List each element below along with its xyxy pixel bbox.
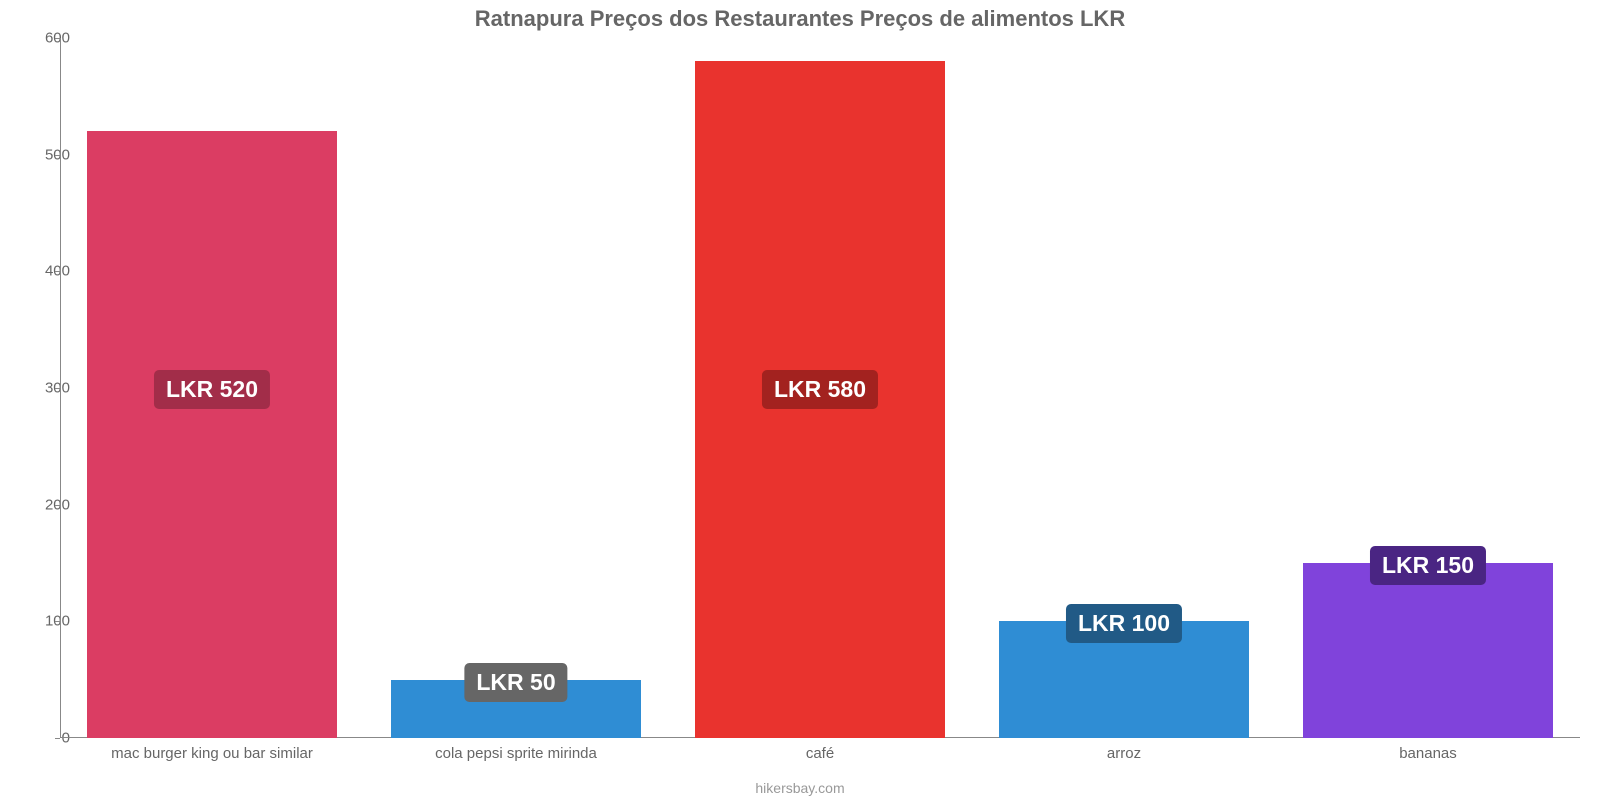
y-tick <box>55 738 60 739</box>
x-tick-label: mac burger king ou bar similar <box>111 745 313 762</box>
plot-area: LKR 520 LKR 50 LKR 580 LKR 100 LKR 150 <box>60 38 1580 738</box>
value-badge: LKR 50 <box>464 663 567 702</box>
value-badge: LKR 520 <box>154 370 270 409</box>
x-tick-label: bananas <box>1399 745 1457 762</box>
value-badge: LKR 100 <box>1066 604 1182 643</box>
x-tick-label: cola pepsi sprite mirinda <box>435 745 597 762</box>
x-tick-label: arroz <box>1107 745 1141 762</box>
chart-title: Ratnapura Preços dos Restaurantes Preços… <box>0 6 1600 32</box>
x-tick-label: café <box>806 745 834 762</box>
bar <box>87 131 336 738</box>
source-label: hikersbay.com <box>0 780 1600 796</box>
bar-chart: Ratnapura Preços dos Restaurantes Preços… <box>0 0 1600 800</box>
value-badge: LKR 150 <box>1370 546 1486 585</box>
value-badge: LKR 580 <box>762 370 878 409</box>
bar <box>1303 563 1552 738</box>
y-axis-line <box>60 38 61 738</box>
